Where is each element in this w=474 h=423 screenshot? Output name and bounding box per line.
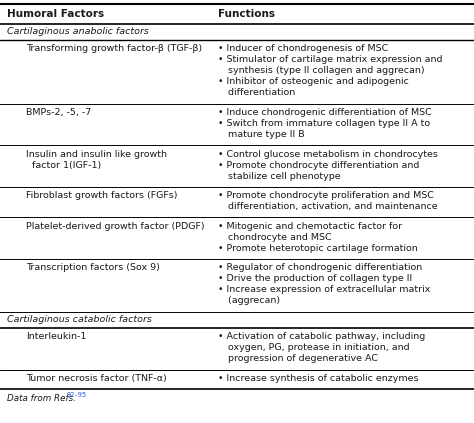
Text: • Switch from immature collagen type II A to: • Switch from immature collagen type II … xyxy=(218,119,430,128)
Text: • Mitogenic and chemotactic factor for: • Mitogenic and chemotactic factor for xyxy=(218,222,402,231)
Text: • Increase synthesis of catabolic enzymes: • Increase synthesis of catabolic enzyme… xyxy=(218,374,419,383)
Text: Fibroblast growth factors (FGFs): Fibroblast growth factors (FGFs) xyxy=(26,191,178,200)
Text: stabilize cell phenotype: stabilize cell phenotype xyxy=(222,172,340,181)
Text: • Regulator of chondrogenic differentiation: • Regulator of chondrogenic differentiat… xyxy=(218,264,422,272)
Text: chondrocyte and MSC: chondrocyte and MSC xyxy=(222,233,331,242)
Text: • Activation of catabolic pathway, including: • Activation of catabolic pathway, inclu… xyxy=(218,332,425,341)
Text: (aggrecan): (aggrecan) xyxy=(222,297,280,305)
Text: Tumor necrosis factor (TNF-α): Tumor necrosis factor (TNF-α) xyxy=(26,374,167,383)
Text: oxygen, PG, protease in initiation, and: oxygen, PG, protease in initiation, and xyxy=(222,343,410,352)
Text: Interleukin-1: Interleukin-1 xyxy=(26,332,86,341)
Text: • Induce chondrogenic differentiation of MSC: • Induce chondrogenic differentiation of… xyxy=(218,108,432,117)
Text: Data from Refs.: Data from Refs. xyxy=(7,394,76,404)
Text: Humoral Factors: Humoral Factors xyxy=(7,9,104,19)
Text: • Inhibitor of osteogenic and adipogenic: • Inhibitor of osteogenic and adipogenic xyxy=(218,77,409,86)
Text: • Stimulator of cartilage matrix expression and: • Stimulator of cartilage matrix express… xyxy=(218,55,443,64)
Text: • Drive the production of collagen type II: • Drive the production of collagen type … xyxy=(218,275,412,283)
Text: Cartilaginous catabolic factors: Cartilaginous catabolic factors xyxy=(7,315,152,324)
Text: • Increase expression of extracellular matrix: • Increase expression of extracellular m… xyxy=(218,286,430,294)
Text: • Promote heterotopic cartilage formation: • Promote heterotopic cartilage formatio… xyxy=(218,244,418,253)
Text: BMPs-2, -5, -7: BMPs-2, -5, -7 xyxy=(26,108,91,117)
Text: Platelet-derived growth factor (PDGF): Platelet-derived growth factor (PDGF) xyxy=(26,222,205,231)
Text: Insulin and insulin like growth: Insulin and insulin like growth xyxy=(26,149,167,159)
Text: • Inducer of chondrogenesis of MSC: • Inducer of chondrogenesis of MSC xyxy=(218,44,388,53)
Text: • Promote chondrocyte differentiation and: • Promote chondrocyte differentiation an… xyxy=(218,161,419,170)
Text: 92–95: 92–95 xyxy=(66,392,86,398)
Text: Cartilaginous anabolic factors: Cartilaginous anabolic factors xyxy=(7,27,149,36)
Text: Functions: Functions xyxy=(218,9,275,19)
Text: Transcription factors (Sox 9): Transcription factors (Sox 9) xyxy=(26,264,160,272)
Text: progression of degenerative AC: progression of degenerative AC xyxy=(222,354,378,363)
Text: factor 1(IGF-1): factor 1(IGF-1) xyxy=(26,161,101,170)
Text: synthesis (type II collagen and aggrecan): synthesis (type II collagen and aggrecan… xyxy=(222,66,424,75)
Text: differentiation, activation, and maintenance: differentiation, activation, and mainten… xyxy=(222,202,438,211)
Text: Transforming growth factor-β (TGF-β): Transforming growth factor-β (TGF-β) xyxy=(26,44,202,53)
Text: differentiation: differentiation xyxy=(222,88,295,97)
Text: • Control glucose metabolism in chondrocytes: • Control glucose metabolism in chondroc… xyxy=(218,149,438,159)
Text: • Promote chondrocyte proliferation and MSC: • Promote chondrocyte proliferation and … xyxy=(218,191,434,200)
Text: mature type II B: mature type II B xyxy=(222,130,304,139)
